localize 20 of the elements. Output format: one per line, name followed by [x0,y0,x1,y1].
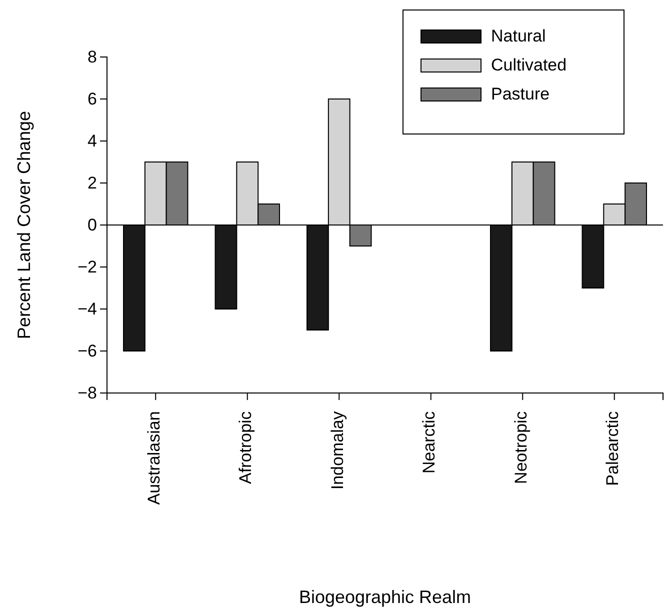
x-tick-label: Neotropic [511,410,530,484]
x-tick-label: Afrotropic [236,410,256,484]
x-tick-label: Australasian [144,411,164,505]
y-tick-label: −2 [78,257,97,276]
x-axis-title: Biogeographic Realm [298,587,472,607]
y-tick-label: −6 [78,341,97,360]
y-tick-label: 4 [88,131,97,150]
legend-label: Cultivated [491,56,567,74]
legend-label: Pasture [491,84,550,104]
legend-label: Natural [491,26,546,46]
y-tick-label: 8 [88,47,97,66]
y-tick-label: 6 [88,89,97,108]
y-axis-title: Percent Land Cover Change [14,110,34,340]
x-tick-label: Palearctic [603,410,622,486]
y-tick-label: −8 [78,383,97,402]
x-tick-label: Nearctic [420,410,439,474]
y-tick-label: −4 [78,299,97,318]
y-tick-label: 0 [88,215,97,234]
y-tick-label: 2 [88,173,97,192]
x-tick-label: Indomalay [328,410,347,490]
